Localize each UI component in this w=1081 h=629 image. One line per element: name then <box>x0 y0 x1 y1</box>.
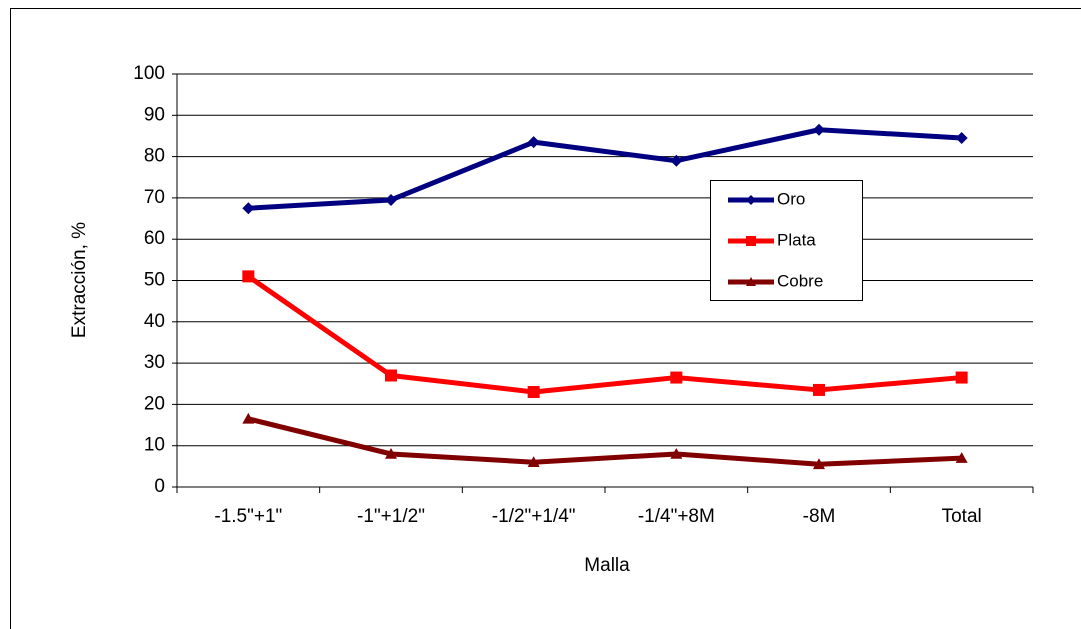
marker <box>670 371 683 384</box>
marker <box>242 412 255 424</box>
marker <box>746 195 756 205</box>
x-tick-label: -1"+1/2" <box>357 506 425 527</box>
marker <box>813 458 825 470</box>
y-tick-label: 80 <box>144 146 165 167</box>
marker <box>527 456 540 468</box>
y-tick-label: 90 <box>144 104 165 125</box>
marker <box>955 132 968 145</box>
y-tick-label: 100 <box>133 63 165 84</box>
y-tick-label: 0 <box>154 476 165 497</box>
series-line <box>247 416 962 467</box>
y-tick-label: 70 <box>144 187 165 208</box>
marker <box>746 277 756 286</box>
y-tick-label: 60 <box>144 228 165 249</box>
marker <box>955 371 968 384</box>
marker <box>813 383 825 396</box>
x-tick-label: -8M <box>803 506 836 527</box>
marker <box>385 447 397 459</box>
y-tick-label: 20 <box>144 393 165 414</box>
legend-label: Cobre <box>777 271 823 290</box>
x-tick-label: -1.5"+1" <box>214 506 282 527</box>
marker <box>746 236 756 246</box>
marker <box>813 123 825 136</box>
series-line <box>248 127 962 211</box>
x-tick-label: Total <box>942 506 982 527</box>
x-tick-label: -1/2"+1/4" <box>492 506 576 527</box>
marker <box>670 447 683 459</box>
x-tick-label: -1/4"+8M <box>638 506 715 527</box>
y-tick-label: 10 <box>144 435 165 456</box>
x-axis-title: Malla <box>584 555 630 576</box>
marker <box>955 452 968 463</box>
marker <box>527 386 540 399</box>
chart-border <box>10 8 1081 629</box>
marker <box>385 193 397 206</box>
y-tick-label: 40 <box>144 311 165 332</box>
marker <box>527 136 540 149</box>
marker <box>385 369 397 382</box>
y-tick-label: 50 <box>144 270 165 291</box>
legend-label: Plata <box>777 230 816 249</box>
marker <box>242 270 255 283</box>
marker <box>670 154 683 167</box>
legend-label: Oro <box>777 189 805 208</box>
y-tick-label: 30 <box>144 352 165 373</box>
series-line <box>246 274 962 395</box>
marker <box>242 202 255 215</box>
y-axis-title: Extracción, % <box>69 222 90 338</box>
